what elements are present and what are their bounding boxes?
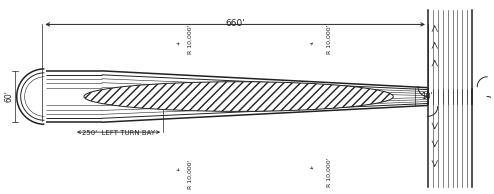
Text: 660': 660' (225, 19, 245, 28)
Ellipse shape (84, 82, 393, 111)
Text: R 10,000': R 10,000' (327, 24, 331, 54)
Text: R 10,000': R 10,000' (327, 158, 331, 187)
Text: R 10,000': R 10,000' (188, 160, 193, 189)
Text: R 10,000': R 10,000' (188, 24, 193, 54)
Text: 10': 10' (421, 92, 433, 101)
Text: 60': 60' (4, 91, 13, 102)
Text: 250'  LEFT TURN BAY: 250' LEFT TURN BAY (82, 130, 155, 136)
